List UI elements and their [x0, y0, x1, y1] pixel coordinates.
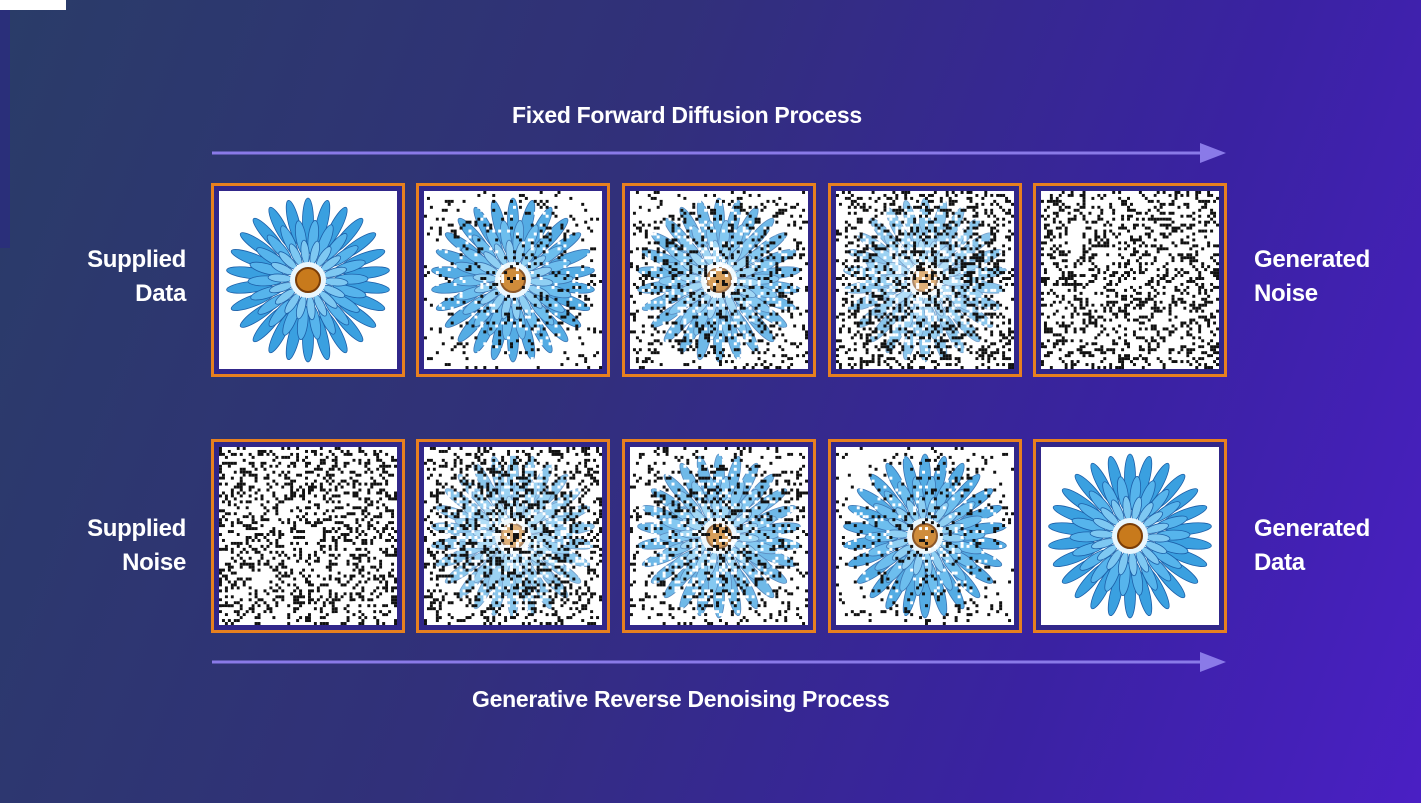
- flower-image: [1041, 447, 1219, 625]
- forward-process-caption: Fixed Forward Diffusion Process: [512, 102, 862, 128]
- flower-image: [630, 447, 808, 625]
- flower-image: [1041, 191, 1219, 369]
- supplied-noise-label-line1: Supplied: [87, 515, 186, 542]
- generated-data-label: Generated Data: [1254, 512, 1404, 580]
- supplied-noise-label: Supplied Noise: [50, 512, 186, 580]
- flower-image: [836, 191, 1014, 369]
- reverse-step-3-image: [622, 439, 816, 633]
- generated-noise-label-line2: Noise: [1254, 280, 1318, 307]
- supplied-data-label-line1: Supplied: [87, 246, 186, 273]
- reverse-process-caption: Generative Reverse Denoising Process: [472, 686, 890, 712]
- reverse-arrow-icon: [212, 652, 1226, 672]
- supplied-data-label-line2: Data: [135, 280, 186, 307]
- reverse-step-2-image: [416, 439, 610, 633]
- forward-step-5-image: [1033, 183, 1227, 377]
- generated-data-label-line2: Data: [1254, 549, 1305, 576]
- generated-noise-label-line1: Generated: [1254, 246, 1371, 273]
- left-accent-bar: [0, 0, 10, 248]
- generated-noise-label: Generated Noise: [1254, 243, 1404, 311]
- flower-image: [424, 191, 602, 369]
- generated-data-label-line1: Generated: [1254, 515, 1371, 542]
- supplied-noise-label-line2: Noise: [122, 549, 186, 576]
- forward-step-1-image: [211, 183, 405, 377]
- forward-step-2-image: [416, 183, 610, 377]
- flower-image: [219, 191, 397, 369]
- flower-image: [219, 447, 397, 625]
- supplied-data-label: Supplied Data: [50, 243, 186, 311]
- reverse-step-4-image: [828, 439, 1022, 633]
- forward-step-4-image: [828, 183, 1022, 377]
- flower-image: [424, 447, 602, 625]
- forward-step-3-image: [622, 183, 816, 377]
- reverse-step-1-image: [211, 439, 405, 633]
- forward-arrow-icon: [212, 143, 1226, 163]
- flower-image: [630, 191, 808, 369]
- flower-image: [836, 447, 1014, 625]
- reverse-step-5-image: [1033, 439, 1227, 633]
